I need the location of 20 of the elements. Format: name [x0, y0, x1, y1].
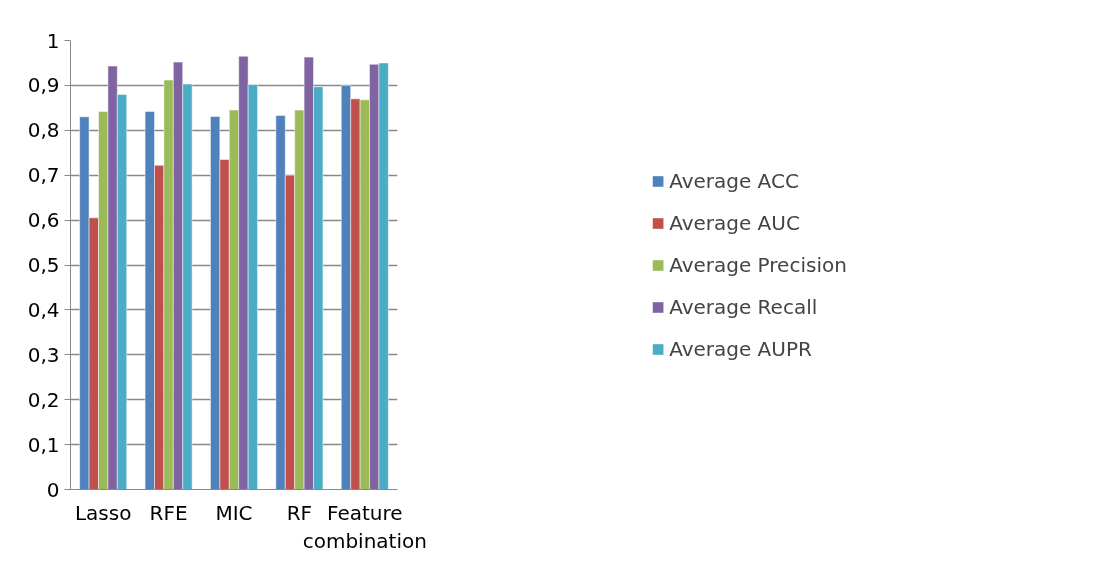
x-tick-label: MIC: [215, 500, 253, 525]
y-tick-label: 0,4: [27, 297, 60, 322]
y-tick-label: 0,2: [27, 387, 60, 412]
legend-label: Average ACC: [669, 168, 799, 193]
y-tick-label: 0,8: [27, 118, 60, 143]
legend-label: Average Recall: [669, 294, 818, 319]
y-tick-label: 0: [46, 477, 60, 502]
y-tick-label: 0,7: [27, 163, 60, 188]
legend-label: Average AUPR: [669, 336, 812, 361]
legend-label: Average AUC: [669, 210, 800, 235]
y-tick-label: 0,6: [27, 208, 60, 233]
y-tick-label: 0,5: [27, 253, 60, 277]
x-tick-label: RF: [286, 500, 313, 525]
x-tick-label: Lasso: [74, 500, 132, 525]
y-tick-label: 1: [46, 28, 60, 53]
legend-label: Average Precision: [669, 252, 847, 277]
y-tick-label: 0,9: [27, 73, 60, 98]
y-tick-label: 0,3: [27, 342, 60, 367]
x-tick-label: RFE: [149, 500, 188, 525]
y-tick-label: 0,1: [27, 432, 60, 457]
